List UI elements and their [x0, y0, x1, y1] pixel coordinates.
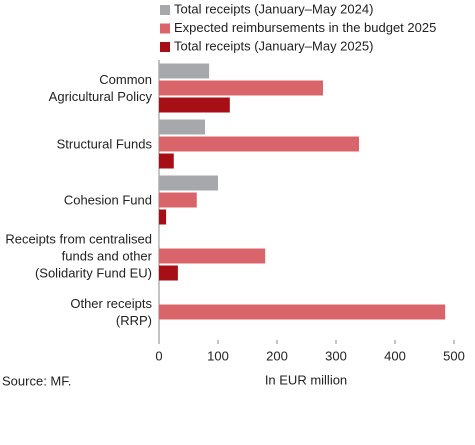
legend-label: Expected reimbursements in the budget 20… — [174, 20, 436, 35]
bar — [159, 192, 197, 208]
x-tick-label: 0 — [155, 348, 162, 363]
source: Source: MF. — [2, 373, 71, 388]
bar — [159, 119, 206, 135]
x-tick-label: 100 — [207, 348, 229, 363]
bar — [159, 63, 210, 79]
x-tick-label: 500 — [443, 348, 465, 363]
y-tick-label: Receipts from centralised funds and othe… — [5, 231, 152, 281]
bar — [159, 153, 174, 169]
bar — [159, 97, 230, 113]
x-tick-label: 400 — [384, 348, 406, 363]
x-tick-label: 300 — [325, 348, 347, 363]
y-tick-label: Common Agricultural Policy — [48, 72, 152, 104]
legend-swatch — [160, 5, 170, 15]
x-axis-label: In EUR million — [265, 372, 347, 387]
bar — [159, 80, 324, 96]
legend-label: Total receipts (January–May 2025) — [174, 38, 373, 53]
bar — [159, 209, 167, 225]
legend-swatch — [160, 42, 170, 52]
legend-swatch — [160, 23, 170, 34]
y-tick-label: Cohesion Fund — [63, 192, 152, 208]
bar — [159, 265, 178, 281]
bar — [159, 248, 266, 264]
x-tick-label: 200 — [266, 348, 288, 363]
y-tick-label: Structural Funds — [56, 136, 152, 152]
legend-label: Total receipts (January–May 2024) — [174, 1, 373, 16]
bar — [159, 231, 160, 247]
bar — [159, 136, 360, 152]
bar — [159, 304, 446, 320]
bar — [159, 175, 218, 191]
y-tick-label: Other receipts (RRP) — [70, 296, 152, 328]
